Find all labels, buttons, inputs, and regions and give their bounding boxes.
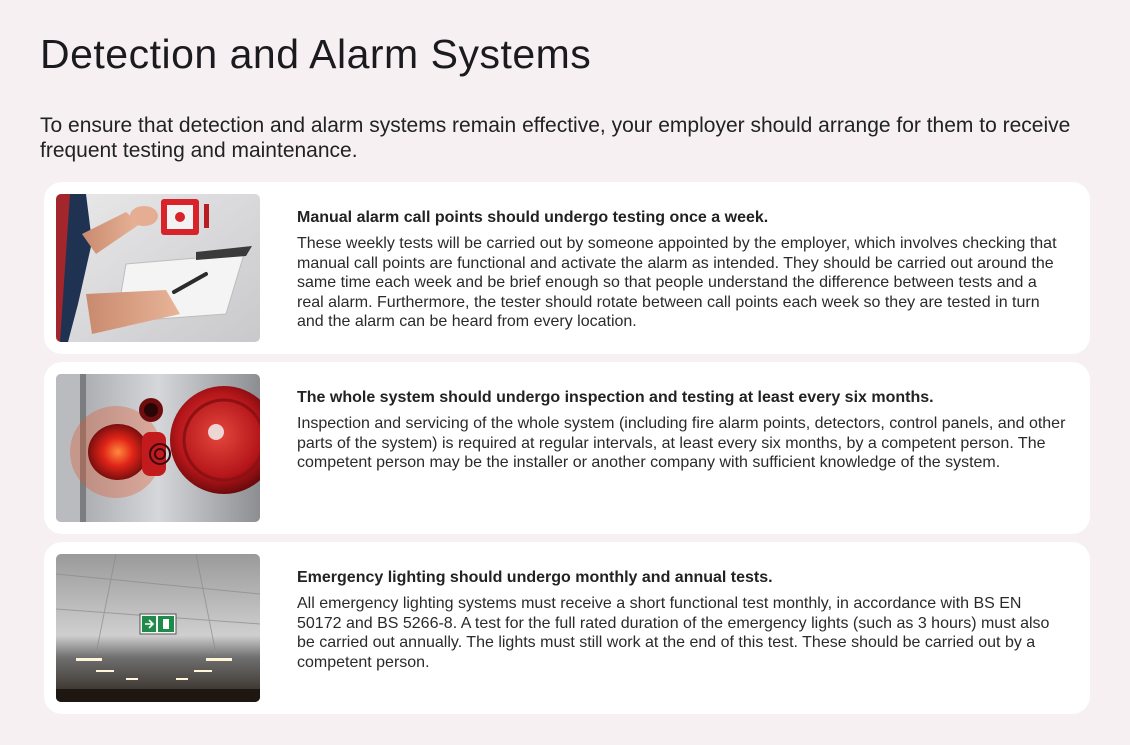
card-body: These weekly tests will be carried out b… <box>297 235 1057 330</box>
intro-paragraph: To ensure that detection and alarm syste… <box>40 114 1071 162</box>
card-heading: Manual alarm call points should undergo … <box>297 209 769 226</box>
card-heading: The whole system should undergo inspecti… <box>297 389 934 406</box>
page-title: Detection and Alarm Systems <box>40 31 592 77</box>
emergency-exit-sign-photo <box>56 554 260 702</box>
info-card-emergency-lighting: Emergency lighting should undergo monthl… <box>44 542 1090 714</box>
card-heading: Emergency lighting should undergo monthl… <box>297 569 773 586</box>
info-card-inspection: The whole system should undergo inspecti… <box>44 362 1090 534</box>
info-card-call-points: Manual alarm call points should undergo … <box>44 182 1090 354</box>
card-body: Inspection and servicing of the whole sy… <box>297 415 1066 471</box>
fire-alarm-bell-photo <box>56 374 260 522</box>
manual-call-point-photo <box>56 194 260 342</box>
card-body: All emergency lighting systems must rece… <box>297 595 1050 671</box>
